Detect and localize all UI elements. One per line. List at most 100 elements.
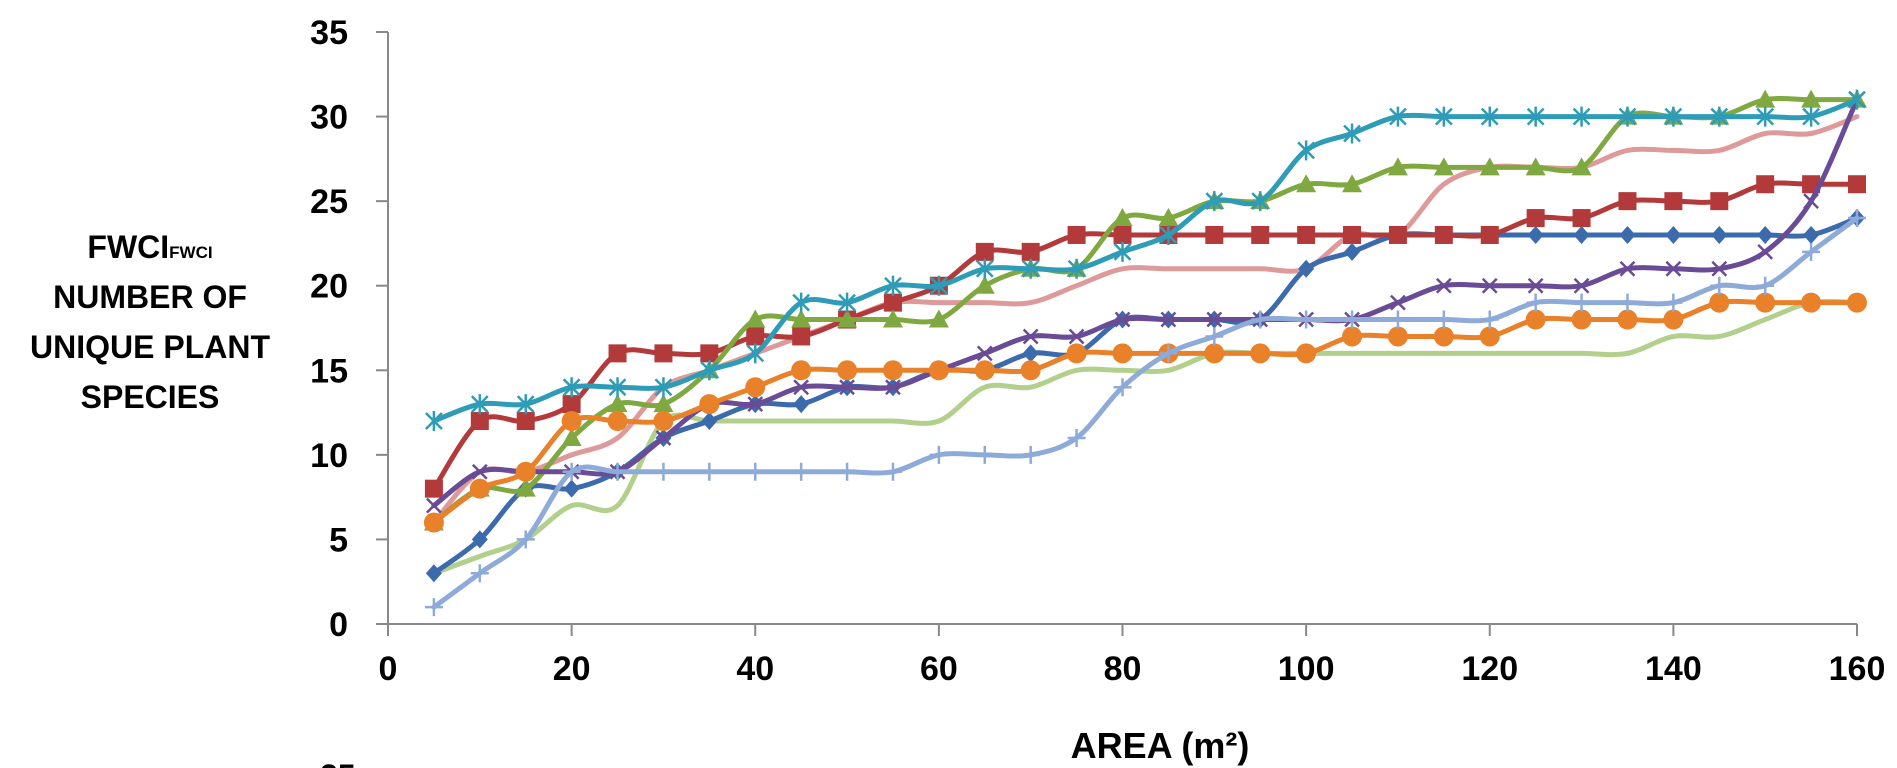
data-point <box>653 394 674 413</box>
series-9 <box>431 298 1860 576</box>
data-point <box>793 395 810 414</box>
data-point <box>1020 360 1041 381</box>
data-point <box>425 564 442 583</box>
y-axis-title-line: FWCIFWCI <box>87 229 212 265</box>
data-point <box>1848 89 1866 110</box>
data-point <box>975 242 994 261</box>
y-tick-label: 25 <box>310 183 348 221</box>
data-point <box>1527 277 1544 294</box>
data-point <box>1573 225 1590 244</box>
data-point <box>1617 309 1638 330</box>
data-point <box>884 275 902 296</box>
data-point <box>974 275 995 294</box>
series-2 <box>424 175 1866 498</box>
data-point <box>1756 175 1775 194</box>
data-point <box>1664 106 1683 127</box>
y-tick-label: 20 <box>310 268 348 306</box>
data-point <box>974 360 995 381</box>
data-point <box>1298 259 1315 278</box>
data-point <box>1114 311 1131 328</box>
data-point <box>1571 157 1592 176</box>
data-point <box>838 462 857 481</box>
data-point <box>1619 260 1636 277</box>
data-point <box>975 258 994 279</box>
data-point <box>1296 174 1317 193</box>
data-point <box>929 445 948 464</box>
data-point <box>515 461 536 482</box>
series-line <box>431 95 1860 526</box>
data-point <box>792 462 811 481</box>
data-point <box>1802 106 1820 127</box>
data-point <box>1525 157 1546 176</box>
y-tick-label: 35 <box>310 14 348 52</box>
chart-labels: AREA (m²) FWCIFWCI NUMBER OF UNIQUE PLANT S… <box>30 229 1249 768</box>
data-point <box>1390 294 1406 311</box>
data-point <box>792 327 811 346</box>
data-point <box>1297 140 1316 161</box>
data-point <box>882 360 903 381</box>
data-point <box>1480 225 1499 244</box>
data-point <box>1572 209 1591 228</box>
data-point <box>469 478 490 499</box>
data-point <box>746 343 765 364</box>
data-point <box>746 462 765 481</box>
data-point <box>1618 293 1637 312</box>
data-point <box>837 360 858 381</box>
data-point <box>1067 428 1086 447</box>
data-point <box>1435 277 1452 294</box>
y-axis-title-line: SPECIES <box>81 379 220 415</box>
data-point <box>1755 292 1776 313</box>
data-point <box>1665 225 1682 244</box>
data-point <box>423 512 444 533</box>
data-point <box>1664 293 1683 312</box>
x-tick-label: 140 <box>1645 650 1702 688</box>
data-point <box>747 396 764 412</box>
data-point <box>1710 192 1729 211</box>
data-point <box>1251 310 1270 329</box>
y-axis-title-text: UNIQUE PLANT <box>30 329 270 365</box>
data-point <box>1433 157 1454 176</box>
data-point <box>1526 293 1545 312</box>
data-point <box>516 412 535 431</box>
data-point <box>1479 326 1500 347</box>
data-point <box>515 478 536 497</box>
data-point <box>883 462 902 481</box>
data-point <box>425 411 443 432</box>
data-point <box>1573 277 1590 294</box>
data-point <box>1755 89 1776 108</box>
data-point <box>700 360 719 381</box>
data-point <box>1206 311 1223 328</box>
data-point <box>1756 276 1775 295</box>
y-axis-title-line: UNIQUE PLANT <box>30 329 270 365</box>
data-point <box>1710 276 1729 295</box>
data-point <box>1757 225 1774 244</box>
data-point <box>608 344 627 363</box>
data-point <box>1711 225 1728 244</box>
data-point <box>1710 106 1729 127</box>
data-point <box>699 394 720 415</box>
data-point <box>1756 106 1775 127</box>
data-point <box>928 309 949 328</box>
data-point <box>1481 277 1498 294</box>
data-point <box>654 377 673 398</box>
y-tick-label: 5 <box>329 521 348 559</box>
series-layer <box>423 89 1867 617</box>
data-point <box>1618 192 1637 211</box>
data-point <box>1159 224 1178 245</box>
data-point <box>563 479 580 498</box>
data-point <box>1067 258 1086 279</box>
data-point <box>1251 225 1270 244</box>
data-point <box>608 462 627 481</box>
data-point <box>1342 326 1363 347</box>
series-6 <box>423 292 1867 533</box>
data-point <box>1619 225 1636 244</box>
x-tick-label: 20 <box>553 650 591 688</box>
data-point <box>1803 193 1819 210</box>
data-point <box>837 309 858 328</box>
y-tick-label: 10 <box>310 437 348 475</box>
data-point <box>1112 343 1133 364</box>
data-point <box>1803 225 1820 244</box>
data-point <box>791 309 812 328</box>
data-point <box>1479 157 1500 176</box>
